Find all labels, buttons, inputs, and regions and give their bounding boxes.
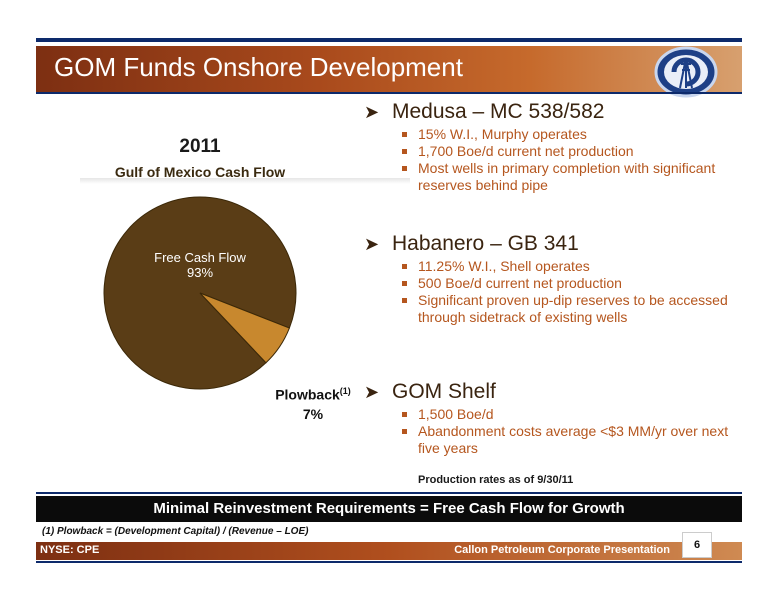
title-underline: [36, 92, 742, 94]
list-item: Abandonment costs average <$3 MM/yr over…: [398, 423, 734, 457]
section-heading: ➤ Medusa – MC 538/582: [364, 100, 605, 123]
arrow-bullet-icon: ➤: [364, 234, 380, 254]
list-item: 1,500 Boe/d: [398, 406, 734, 423]
title-bar: GOM Funds Onshore Development: [36, 46, 742, 92]
plowback-footnote-marker: (1): [339, 386, 351, 396]
list-item: 15% W.I., Murphy operates: [398, 126, 734, 143]
list-item: Significant proven up-dip reserves to be…: [398, 292, 734, 326]
footer-rule: [36, 561, 742, 563]
section-heading: ➤ GOM Shelf: [364, 380, 496, 403]
plowback-name: Plowback: [275, 386, 340, 403]
top-rule: [36, 38, 742, 42]
arrow-bullet-icon: ➤: [364, 382, 380, 402]
footer-title: Callon Petroleum Corporate Presentation: [454, 544, 670, 556]
page-title: GOM Funds Onshore Development: [54, 52, 463, 82]
footnote: (1) Plowback = (Development Capital) / (…: [42, 526, 309, 537]
plowback-label: Plowback(1): [258, 386, 368, 403]
footer-bar: NYSE: CPE Callon Petroleum Corporate Pre…: [36, 542, 742, 560]
company-logo-icon: [654, 46, 718, 98]
list-item: 1,700 Boe/d current net production: [398, 143, 734, 160]
chart-divider: [80, 178, 410, 184]
list-item: Most wells in primary completion with si…: [398, 160, 734, 194]
pie-slice-plowback: [199, 292, 291, 364]
list-item: 500 Boe/d current net production: [398, 275, 734, 292]
plowback-value: 7%: [302, 406, 324, 422]
list-item: 11.25% W.I., Shell operates: [398, 258, 734, 275]
section-medusa: ➤ Medusa – MC 538/582 15% W.I., Murphy op…: [364, 100, 734, 194]
page-number: 6: [682, 532, 712, 558]
banner: Minimal Reinvestment Requirements = Free…: [36, 496, 742, 522]
free-cash-flow-label: Free Cash Flow 93%: [140, 250, 260, 280]
production-note: Production rates as of 9/30/11: [418, 474, 574, 486]
chart-title: 2011: [179, 136, 221, 157]
chart-subtitle: Gulf of Mexico Cash Flow: [114, 164, 286, 180]
footer-ticker: NYSE: CPE: [40, 544, 100, 556]
section-habanero: ➤ Habanero – GB 341 11.25% W.I., Shell op…: [364, 232, 734, 326]
arrow-bullet-icon: ➤: [364, 102, 380, 122]
free-cash-flow-name: Free Cash Flow: [154, 250, 246, 265]
bottom-rule: [36, 492, 742, 494]
free-cash-flow-value: 93%: [186, 265, 214, 280]
section-gom-shelf: ➤ GOM Shelf 1,500 Boe/d Abandonment costs…: [364, 380, 734, 457]
section-heading: ➤ Habanero – GB 341: [364, 232, 579, 255]
pie-chart: [103, 196, 297, 390]
